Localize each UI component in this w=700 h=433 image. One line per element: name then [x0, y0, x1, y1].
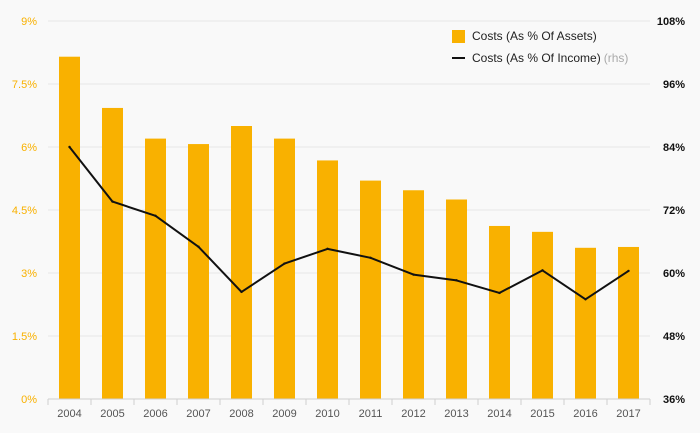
bar-2011	[360, 180, 381, 399]
line-point-2008	[240, 290, 243, 294]
y-left-tick-label: 4.5%	[12, 205, 37, 217]
y-left-tick-label: 6%	[21, 142, 37, 154]
y-right-tick-label: 72%	[663, 205, 685, 217]
bar-2009	[274, 138, 295, 399]
income-line	[68, 146, 630, 301]
legend-label-income: Costs (As % Of Income)	[472, 51, 601, 65]
x-tick-label: 2005	[100, 408, 124, 420]
line-point-2010	[326, 247, 329, 251]
x-tick-label: 2013	[444, 408, 468, 420]
line-series	[68, 145, 630, 301]
x-tick-label: 2009	[272, 408, 296, 420]
legend-bar-swatch	[452, 29, 465, 43]
bar-2017	[618, 246, 639, 399]
x-tick-label: 2004	[57, 408, 81, 420]
x-tick-label: 2011	[359, 408, 383, 420]
y-right-tick-label: 60%	[663, 268, 685, 280]
line-point-2004	[68, 145, 71, 149]
legend-item-assets: Costs (As % Of Assets)	[452, 26, 628, 46]
x-tick-label: 2006	[143, 408, 167, 420]
y-right-tick-label: 48%	[663, 331, 685, 343]
x-tick-label: 2015	[530, 408, 554, 420]
y-right-tick-label: 36%	[663, 394, 685, 406]
bar-2014	[489, 225, 510, 399]
y-right-tick-label: 84%	[663, 142, 685, 154]
legend-item-income: Costs (As % Of Income) (rhs)	[452, 48, 628, 68]
bar-2005	[102, 107, 123, 399]
y-left-tick-label: 1.5%	[12, 331, 37, 343]
line-point-2011	[369, 256, 372, 259]
y-left-tick-label: 0%	[21, 394, 37, 406]
bar-2016	[575, 247, 596, 399]
legend-line-swatch	[452, 57, 465, 59]
bar-2004	[59, 56, 80, 399]
line-point-2007	[197, 245, 200, 248]
bar-2015	[532, 231, 553, 399]
x-tick-label: 2008	[229, 408, 253, 420]
line-point-2014	[498, 291, 501, 295]
bar-2007	[188, 144, 209, 399]
y-right-tick-label: 108%	[657, 16, 685, 28]
x-tick-label: 2007	[186, 408, 210, 420]
bar-series	[59, 56, 639, 399]
bar-2006	[145, 138, 166, 399]
y-left-tick-label: 3%	[21, 268, 37, 280]
bar-2013	[446, 199, 467, 399]
line-point-2013	[455, 279, 458, 282]
y-left-tick-label: 9%	[21, 16, 37, 28]
bar-2010	[317, 160, 338, 399]
legend-label-rhs: (rhs)	[603, 51, 629, 65]
axes: 0% 1.5% 3% 4.5% 6% 7.5% 9% 36% 48% 60% 72% 84% 96% 10…	[12, 16, 685, 420]
bar-2008	[231, 126, 252, 399]
legend: Costs (As % Of Assets) Costs (As % Of In…	[452, 26, 628, 70]
line-point-2005	[111, 200, 114, 203]
line-point-2017	[627, 269, 630, 273]
line-point-2012	[412, 273, 415, 276]
y-right-tick-label: 96%	[663, 79, 685, 91]
line-point-2006	[154, 214, 157, 217]
x-tick-label: 2017	[616, 408, 640, 420]
line-point-2009	[283, 262, 286, 265]
x-tick-label: 2016	[573, 408, 597, 420]
y-left-tick-label: 7.5%	[12, 79, 37, 91]
line-point-2015	[541, 269, 544, 272]
x-tick-label: 2010	[315, 408, 339, 420]
x-tick-label: 2014	[487, 408, 511, 420]
legend-label-assets: Costs (As % Of Assets)	[472, 29, 597, 43]
line-point-2016	[584, 298, 587, 301]
x-tick-label: 2012	[401, 408, 425, 420]
bar-2012	[403, 190, 424, 399]
